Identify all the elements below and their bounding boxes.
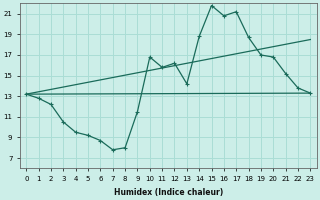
X-axis label: Humidex (Indice chaleur): Humidex (Indice chaleur) — [114, 188, 223, 197]
